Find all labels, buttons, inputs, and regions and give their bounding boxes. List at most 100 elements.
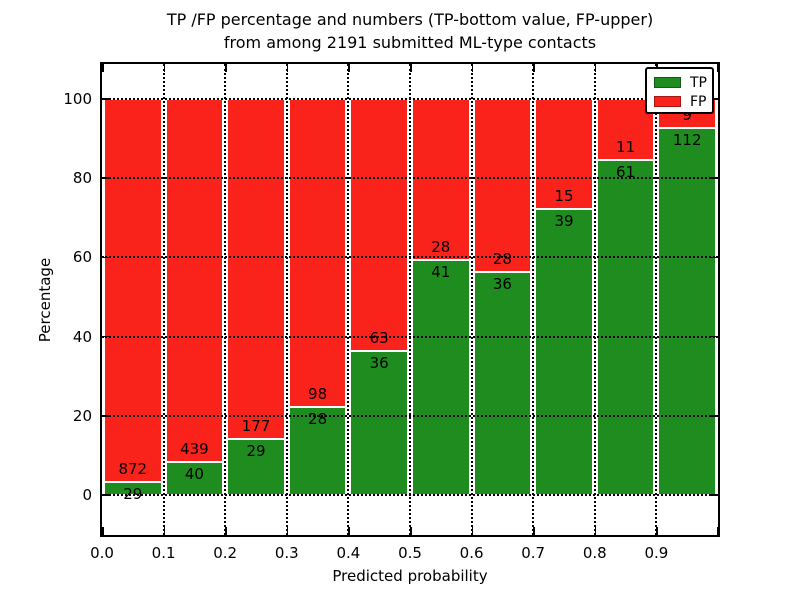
tp-bar-segment	[535, 209, 593, 495]
fp-bar-segment	[165, 99, 224, 462]
vertical-gridline	[655, 64, 658, 535]
fp-count-label: 177	[241, 417, 271, 436]
tp-count-label: 28	[308, 410, 328, 428]
fp-bar-segment	[596, 99, 655, 160]
tp-bar-segment	[288, 407, 347, 495]
x-tick-mark	[348, 64, 350, 72]
fp-count-label: 9	[682, 106, 692, 125]
vertical-gridline	[593, 64, 596, 535]
y-tick-mark	[710, 335, 718, 338]
vertical-gridline	[162, 64, 165, 535]
x-tick-mark	[102, 64, 104, 72]
tp-count-label: 29	[123, 485, 143, 504]
chart-title-line2: from among 2191 submitted ML-type contac…	[223, 33, 597, 52]
x-tick-mark	[471, 64, 474, 72]
vertical-gridline	[347, 64, 350, 535]
y-tick-mark	[102, 177, 110, 179]
fp-count-label: 28	[492, 250, 512, 269]
x-tick-mark	[471, 527, 474, 535]
tp-count-label: 36	[369, 354, 389, 372]
y-tick-mark	[710, 256, 718, 259]
tp-bar-segment	[658, 128, 716, 495]
horizontal-gridline	[102, 177, 718, 180]
tp-count-label: 29	[246, 442, 266, 461]
horizontal-gridline	[102, 414, 718, 417]
chart-title-line1: TP /FP percentage and numbers (TP-bottom…	[166, 10, 654, 29]
fp-count-label: 28	[431, 237, 451, 256]
fp-swatch-icon	[654, 96, 681, 107]
tp-count-label: 40	[184, 464, 204, 483]
vertical-gridline	[532, 64, 535, 535]
x-tick-mark	[594, 64, 597, 72]
horizontal-gridline	[102, 256, 718, 259]
x-axis-label: Predicted probability	[332, 567, 488, 585]
x-tick-mark	[163, 527, 166, 535]
fp-count-label: 63	[369, 329, 389, 347]
y-tick-mark	[102, 256, 110, 259]
vertical-gridline	[409, 64, 411, 535]
tp-count-label: 36	[492, 275, 512, 294]
x-tick-mark	[286, 527, 289, 535]
x-tick-mark	[716, 64, 718, 72]
y-tick-mark	[102, 494, 110, 496]
y-axis-label: Percentage	[36, 257, 54, 343]
y-tick-mark	[102, 415, 110, 417]
y-tick-label: 80	[72, 169, 92, 188]
y-tick-label: 0	[82, 486, 92, 504]
x-tick-label: 0.6	[459, 544, 484, 562]
x-tick-label: 0.0	[90, 544, 114, 562]
fp-bar-segment	[227, 99, 285, 440]
tp-count-label: 41	[431, 262, 451, 281]
x-tick-mark	[163, 64, 166, 72]
fp-bar-segment	[104, 99, 162, 483]
x-tick-mark	[656, 527, 658, 535]
plot-area: TP FP 872 29 439 40 177 29 98 28 63 36 28 41 28 36 15 3…	[100, 62, 720, 537]
tp-bar-segment	[412, 259, 470, 495]
fp-count-label: 98	[308, 385, 328, 403]
fp-bar-segment	[350, 99, 408, 351]
vertical-gridline	[285, 64, 288, 535]
tp-bar-segment	[473, 272, 532, 495]
legend: TP FP	[645, 67, 714, 114]
x-tick-label: 0.2	[213, 544, 238, 562]
fp-count-label: 11	[616, 137, 636, 156]
fp-bar-segment	[535, 99, 593, 209]
horizontal-gridline	[102, 335, 718, 338]
y-tick-label: 40	[72, 327, 92, 346]
y-tick-label: 20	[72, 406, 92, 425]
tp-bar-segment	[165, 461, 224, 495]
plot-inner: TP FP 872 29 439 40 177 29 98 28 63 36 28 41 28 36 15 3…	[102, 64, 718, 535]
fp-count-label: 439	[180, 439, 209, 458]
tp-swatch-icon	[654, 77, 681, 88]
x-tick-label: 0.3	[274, 544, 299, 562]
tp-count-label: 61	[616, 162, 636, 181]
fp-bar-segment	[412, 99, 470, 260]
x-tick-mark	[533, 64, 535, 72]
tp-bar-segment	[596, 159, 655, 495]
horizontal-gridline	[102, 494, 718, 496]
fp-count-label: 15	[554, 187, 574, 205]
y-tick-mark	[102, 335, 110, 338]
legend-label-tp: TP	[690, 74, 707, 91]
y-tick-mark	[710, 177, 718, 179]
legend-item-tp: TP	[654, 73, 712, 92]
horizontal-gridline	[102, 98, 718, 100]
fp-bar-segment	[473, 99, 532, 273]
x-tick-mark	[225, 527, 227, 535]
legend-label-fp: FP	[690, 93, 707, 110]
x-tick-mark	[286, 64, 289, 72]
x-tick-label: 0.7	[521, 544, 546, 562]
y-tick-mark	[710, 98, 718, 100]
x-tick-mark	[533, 527, 535, 535]
fp-bar-segment	[288, 99, 347, 407]
y-tick-label: 100	[63, 90, 92, 108]
x-tick-label: 0.8	[582, 544, 607, 562]
x-tick-label: 0.9	[644, 544, 669, 562]
y-tick-mark	[710, 494, 718, 496]
fp-count-label: 872	[118, 460, 148, 479]
y-tick-mark	[710, 415, 718, 417]
tp-bar-segment	[350, 351, 408, 495]
x-tick-mark	[716, 527, 718, 535]
x-tick-mark	[348, 527, 350, 535]
